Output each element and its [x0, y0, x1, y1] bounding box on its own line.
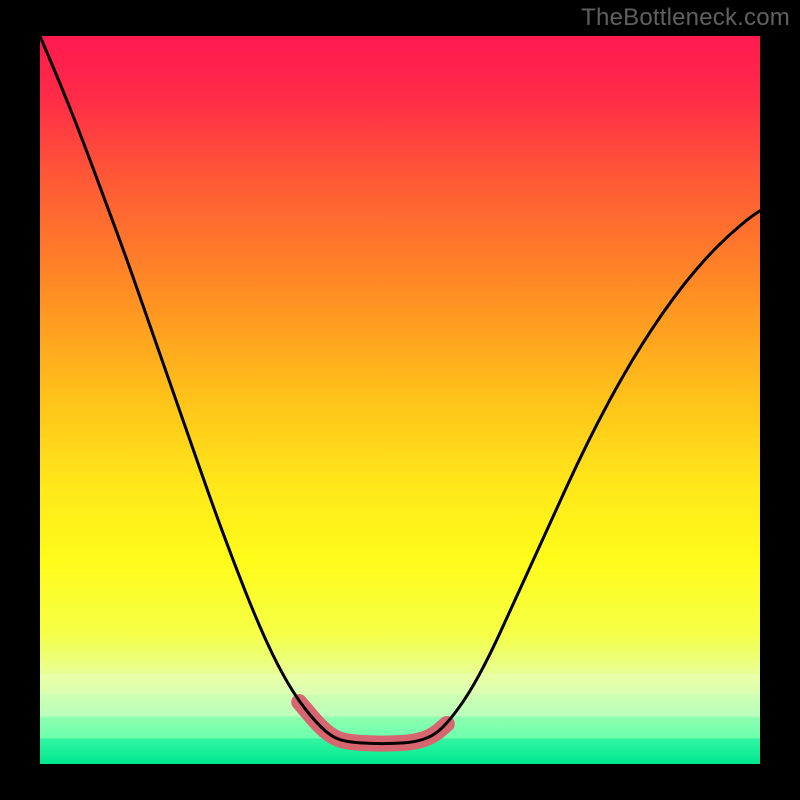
- watermark-text: TheBottleneck.com: [581, 4, 790, 32]
- chart-container: TheBottleneck.com: [0, 0, 800, 800]
- plot-background: [40, 36, 760, 764]
- chart-svg: [0, 0, 800, 800]
